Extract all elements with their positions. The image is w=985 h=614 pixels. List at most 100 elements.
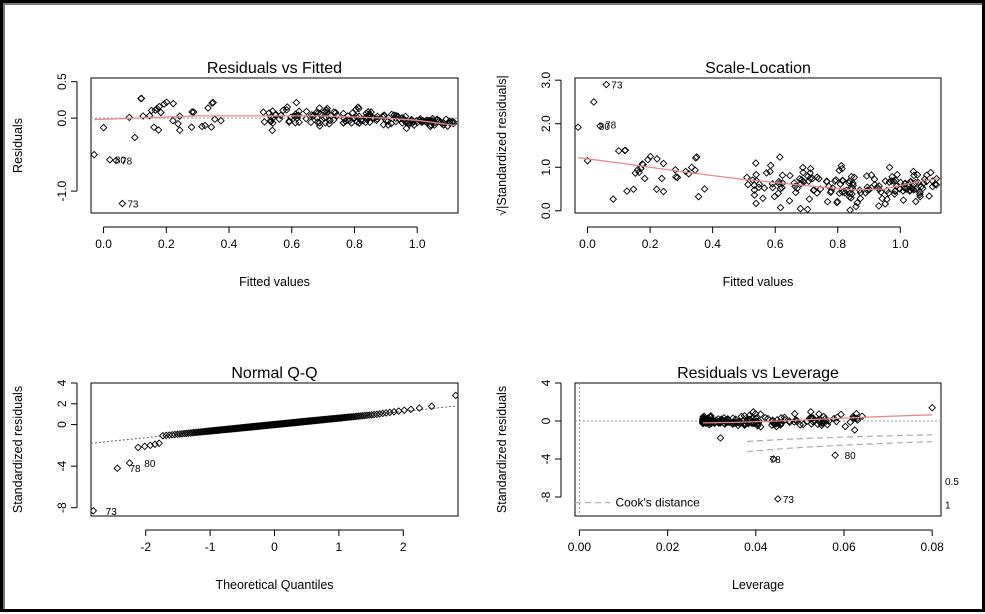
y-tick-label: -4 <box>539 453 553 464</box>
x-tick-label: 0.8 <box>829 237 846 251</box>
x-tick-label: 0.8 <box>346 237 363 251</box>
point-label: 80 <box>845 451 857 462</box>
data-point <box>928 182 937 191</box>
data-point <box>362 109 371 118</box>
data-point <box>813 173 821 182</box>
data-point <box>831 451 840 460</box>
data-point <box>865 185 874 194</box>
data-point <box>307 118 315 127</box>
data-point <box>378 409 387 418</box>
data-point <box>822 177 831 186</box>
data-point <box>687 163 696 172</box>
data-point <box>355 119 364 127</box>
data-point <box>187 123 196 132</box>
data-point <box>890 190 899 198</box>
data-point <box>198 122 206 131</box>
data-point <box>636 164 645 173</box>
data-point <box>766 161 775 170</box>
data-point <box>182 429 191 438</box>
data-point <box>845 177 854 185</box>
data-point <box>776 203 785 212</box>
x-tick-label: 0 <box>271 540 278 554</box>
data-point <box>815 418 824 427</box>
data-point <box>354 104 363 113</box>
data-point <box>911 197 920 206</box>
data-point <box>302 114 310 123</box>
data-point <box>292 98 301 107</box>
data-point <box>379 120 388 129</box>
data-point <box>217 116 225 125</box>
data-point <box>437 119 446 128</box>
data-point <box>352 105 360 114</box>
data-point <box>850 173 859 182</box>
data-point <box>267 116 275 125</box>
x-tick-label: 0.0 <box>95 237 112 251</box>
y-tick-label: -4 <box>55 460 69 471</box>
data-point <box>291 118 300 127</box>
data-point <box>916 190 924 199</box>
data-point <box>159 431 167 440</box>
data-point <box>819 418 827 427</box>
data-point <box>430 121 439 129</box>
data-point <box>384 117 392 125</box>
data-point <box>847 194 855 202</box>
data-point <box>266 117 275 126</box>
data-point <box>112 156 120 165</box>
data-point <box>848 184 857 193</box>
data-point <box>408 119 417 127</box>
data-point <box>849 412 858 421</box>
data-point <box>268 126 277 135</box>
data-point <box>870 175 879 184</box>
y-axis-label: Standardized residuals <box>11 386 25 513</box>
data-point <box>445 119 454 127</box>
data-point <box>209 98 217 107</box>
data-point <box>356 116 365 125</box>
data-point <box>609 195 618 203</box>
data-point <box>795 175 804 183</box>
data-point <box>853 198 862 207</box>
data-point <box>774 495 782 503</box>
data-point <box>712 416 720 425</box>
x-tick-label: 0.4 <box>221 237 238 251</box>
data-point <box>743 173 751 182</box>
data-point <box>285 118 293 126</box>
data-point <box>803 205 812 213</box>
data-point <box>140 442 149 451</box>
data-point <box>386 408 394 417</box>
data-point <box>387 110 396 119</box>
data-point <box>169 116 177 125</box>
data-point <box>785 418 794 427</box>
data-point <box>400 406 409 415</box>
data-point <box>932 180 941 189</box>
data-point <box>833 197 842 206</box>
data-point <box>806 174 815 183</box>
data-point <box>920 175 929 183</box>
data-point <box>837 410 845 419</box>
data-point <box>776 421 785 429</box>
data-point <box>852 202 860 211</box>
data-point <box>623 187 631 195</box>
data-point <box>896 185 904 193</box>
plot-box <box>574 77 942 214</box>
data-point <box>375 410 384 418</box>
data-point <box>831 177 839 185</box>
data-point <box>125 459 134 467</box>
x-tick-label: 0.00 <box>568 540 592 554</box>
data-point <box>340 114 349 123</box>
data-point <box>756 410 765 419</box>
data-point <box>752 170 761 179</box>
data-point <box>279 106 287 115</box>
data-point <box>426 122 435 131</box>
data-point <box>707 413 715 421</box>
data-point <box>797 179 805 188</box>
data-point <box>151 440 159 449</box>
data-point <box>877 188 885 196</box>
contour-label-1: 1 <box>945 501 951 512</box>
data-point <box>823 197 832 206</box>
panel-normal-qq: Normal Q-Q Theoretical Quantiles Standardi… <box>11 365 459 592</box>
data-point <box>899 196 908 204</box>
data-point <box>189 108 198 116</box>
data-point <box>259 108 268 116</box>
x-tick-label: 0.06 <box>832 540 856 554</box>
